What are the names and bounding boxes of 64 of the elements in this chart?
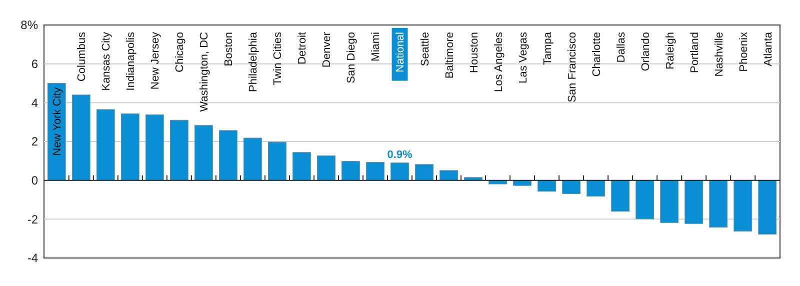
bar xyxy=(218,130,238,181)
bar xyxy=(611,180,630,212)
x-tick-label: Philadelphia xyxy=(248,31,260,92)
bar xyxy=(317,155,336,181)
x-tick-label: Los Angeles xyxy=(492,32,505,92)
bar xyxy=(96,109,115,181)
bar xyxy=(390,162,409,181)
x-tick-label: Charlotte xyxy=(590,32,603,77)
x-tick-label: Las Vegas xyxy=(517,32,530,84)
x-tick-label: Washington, DC xyxy=(198,32,211,112)
x-tick-label: Orlando xyxy=(640,32,652,72)
bar xyxy=(415,164,434,181)
x-tick-label: Phoenix xyxy=(738,32,750,72)
bar xyxy=(366,162,384,181)
x-tick-label: Indianapolis xyxy=(125,32,138,91)
bar xyxy=(268,142,286,181)
x-tick-label: Baltimore xyxy=(444,32,456,78)
x-tick-label: Raleigh xyxy=(664,32,676,70)
x-tick-label: Denver xyxy=(321,32,334,68)
x-tick-label: Kansas City xyxy=(100,32,113,91)
bar xyxy=(660,180,679,223)
bar xyxy=(538,180,556,192)
bar xyxy=(243,138,262,181)
bar xyxy=(562,180,581,194)
bar xyxy=(120,113,140,181)
x-tick-label: Tampa xyxy=(542,31,554,66)
x-tick-label: San Francisco xyxy=(566,32,578,102)
bar xyxy=(586,180,606,197)
x-tick-label: Dallas xyxy=(615,32,628,63)
y-tick-label: 6 xyxy=(31,57,38,72)
x-tick-label: Twin Cities xyxy=(272,32,284,86)
bar xyxy=(709,180,728,228)
x-tick-label: National xyxy=(394,32,407,72)
y-tick-label: 0 xyxy=(31,174,38,188)
y-tick-label: 8% xyxy=(20,18,38,32)
bar xyxy=(292,152,311,181)
x-tick-label: Columbus xyxy=(76,32,88,82)
bar xyxy=(758,180,777,235)
x-tick-label: San Diego xyxy=(346,32,358,84)
bar xyxy=(194,125,213,181)
x-tick-label: Chicago xyxy=(174,32,186,72)
bar xyxy=(145,114,164,181)
y-tick-label: 4 xyxy=(31,96,38,110)
bar xyxy=(170,120,188,181)
bar xyxy=(636,180,654,220)
x-tick-label: Atlanta xyxy=(762,31,774,66)
x-tick-label: Portland xyxy=(688,32,701,73)
x-tick-label: New York City xyxy=(52,86,64,156)
x-tick-label: Seattle xyxy=(419,32,432,66)
data-label: 0.9% xyxy=(387,148,412,161)
x-tick-label: Nashville xyxy=(713,32,726,77)
bar xyxy=(72,94,90,181)
bar xyxy=(440,170,458,181)
bar xyxy=(734,180,752,232)
y-tick-label: -4 xyxy=(27,251,38,266)
x-tick-label: Detroit xyxy=(296,32,309,64)
x-tick-label: New Jersey xyxy=(150,32,162,90)
x-tick-label: Houston xyxy=(468,32,480,73)
bar xyxy=(684,180,704,224)
x-tick-label: Boston xyxy=(223,32,236,66)
x-tick-label: Miami xyxy=(370,32,382,62)
y-tick-label: 2 xyxy=(31,134,38,149)
bar xyxy=(342,161,360,181)
y-tick-label: -2 xyxy=(27,212,38,226)
